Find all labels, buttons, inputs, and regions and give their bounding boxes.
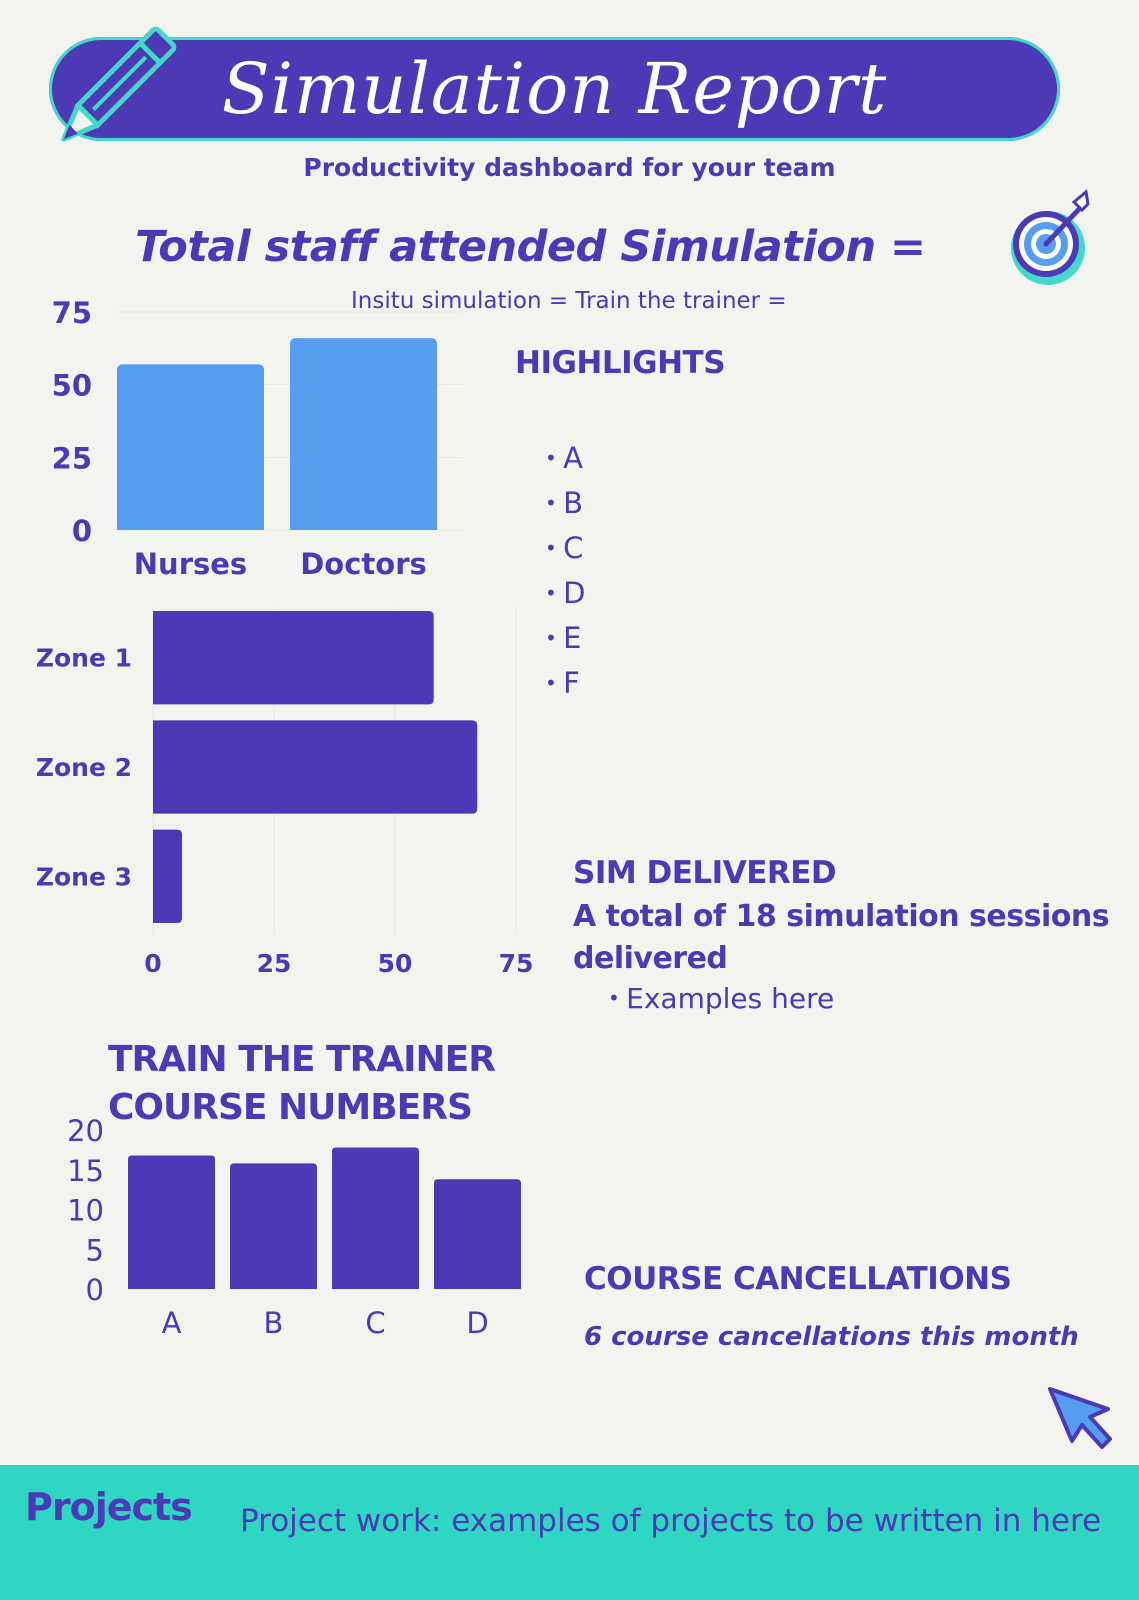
highlights-list: A B C D E F [545, 436, 586, 706]
y-tick-label: 5 [86, 1233, 104, 1267]
bar [128, 1155, 215, 1289]
highlight-item: D [545, 571, 585, 616]
course-cancellations-heading: COURSE CANCELLATIONS [584, 1261, 1012, 1297]
highlight-item: F [545, 661, 586, 706]
y-tick-label: 10 [67, 1194, 104, 1228]
bar [153, 611, 434, 705]
y-tick-label: 0 [86, 1273, 104, 1307]
x-tick-label: C [365, 1306, 385, 1340]
x-tick-label: Doctors [300, 547, 427, 581]
x-tick-label: D [466, 1306, 488, 1340]
y-tick-label: 20 [67, 1114, 104, 1148]
bar [153, 829, 183, 923]
y-tick-label: Zone 3 [36, 862, 132, 891]
projects-label: Projects [25, 1485, 193, 1529]
bar [434, 1179, 521, 1289]
x-tick-label: 0 [144, 949, 161, 978]
pencil-icon [61, 26, 177, 142]
highlight-item: C [545, 526, 586, 571]
y-tick-label: Zone 1 [36, 644, 132, 673]
bar [153, 720, 478, 814]
highlight-item: A [545, 436, 586, 481]
y-tick-label: 15 [67, 1154, 104, 1188]
x-tick-label: 50 [378, 949, 413, 978]
sim-delivered-text: A total of 18 simulation sessions delive… [573, 899, 1110, 976]
total-staff-heading: Total staff attended Simulation = [135, 222, 926, 272]
bar [290, 338, 437, 530]
sim-delivered-heading: SIM DELIVERED [573, 855, 837, 891]
bar [332, 1147, 419, 1289]
highlights-heading: HIGHLIGHTS [515, 345, 726, 381]
cursor-icon [1048, 1387, 1112, 1449]
projects-text: Project work: examples of projects to be… [240, 1503, 1102, 1539]
title-banner [49, 37, 1060, 141]
train-the-trainer-heading-line2: COURSE NUMBERS [108, 1087, 473, 1128]
y-tick-label: 25 [52, 441, 92, 475]
highlight-item: B [545, 481, 586, 526]
subtitle: Productivity dashboard for your team [303, 153, 836, 182]
y-tick-label: Zone 2 [36, 753, 132, 782]
y-tick-label: 50 [52, 369, 92, 403]
projects-footer [0, 1465, 1139, 1600]
train-the-trainer-heading: TRAIN THE TRAINER COURSE NUMBERS [108, 1036, 496, 1132]
course-cancellations-text: 6 course cancellations this month [584, 1322, 1079, 1352]
x-tick-label: 25 [257, 949, 292, 978]
x-tick-label: 75 [499, 949, 534, 978]
x-tick-label: A [162, 1306, 182, 1340]
x-tick-label: B [264, 1306, 284, 1340]
y-tick-label: 75 [52, 296, 92, 330]
page-title: Simulation Report [221, 48, 888, 130]
y-tick-label: 0 [72, 514, 92, 548]
sim-delivered-example: Examples here [608, 982, 834, 1015]
target-icon [1011, 189, 1090, 285]
highlight-item: E [545, 616, 586, 661]
simulation-counts-line: Insitu simulation = Train the trainer = [351, 288, 787, 314]
train-the-trainer-heading-line1: TRAIN THE TRAINER [108, 1039, 496, 1080]
x-tick-label: Nurses [134, 547, 247, 581]
bar [230, 1163, 317, 1289]
bar [117, 364, 264, 530]
